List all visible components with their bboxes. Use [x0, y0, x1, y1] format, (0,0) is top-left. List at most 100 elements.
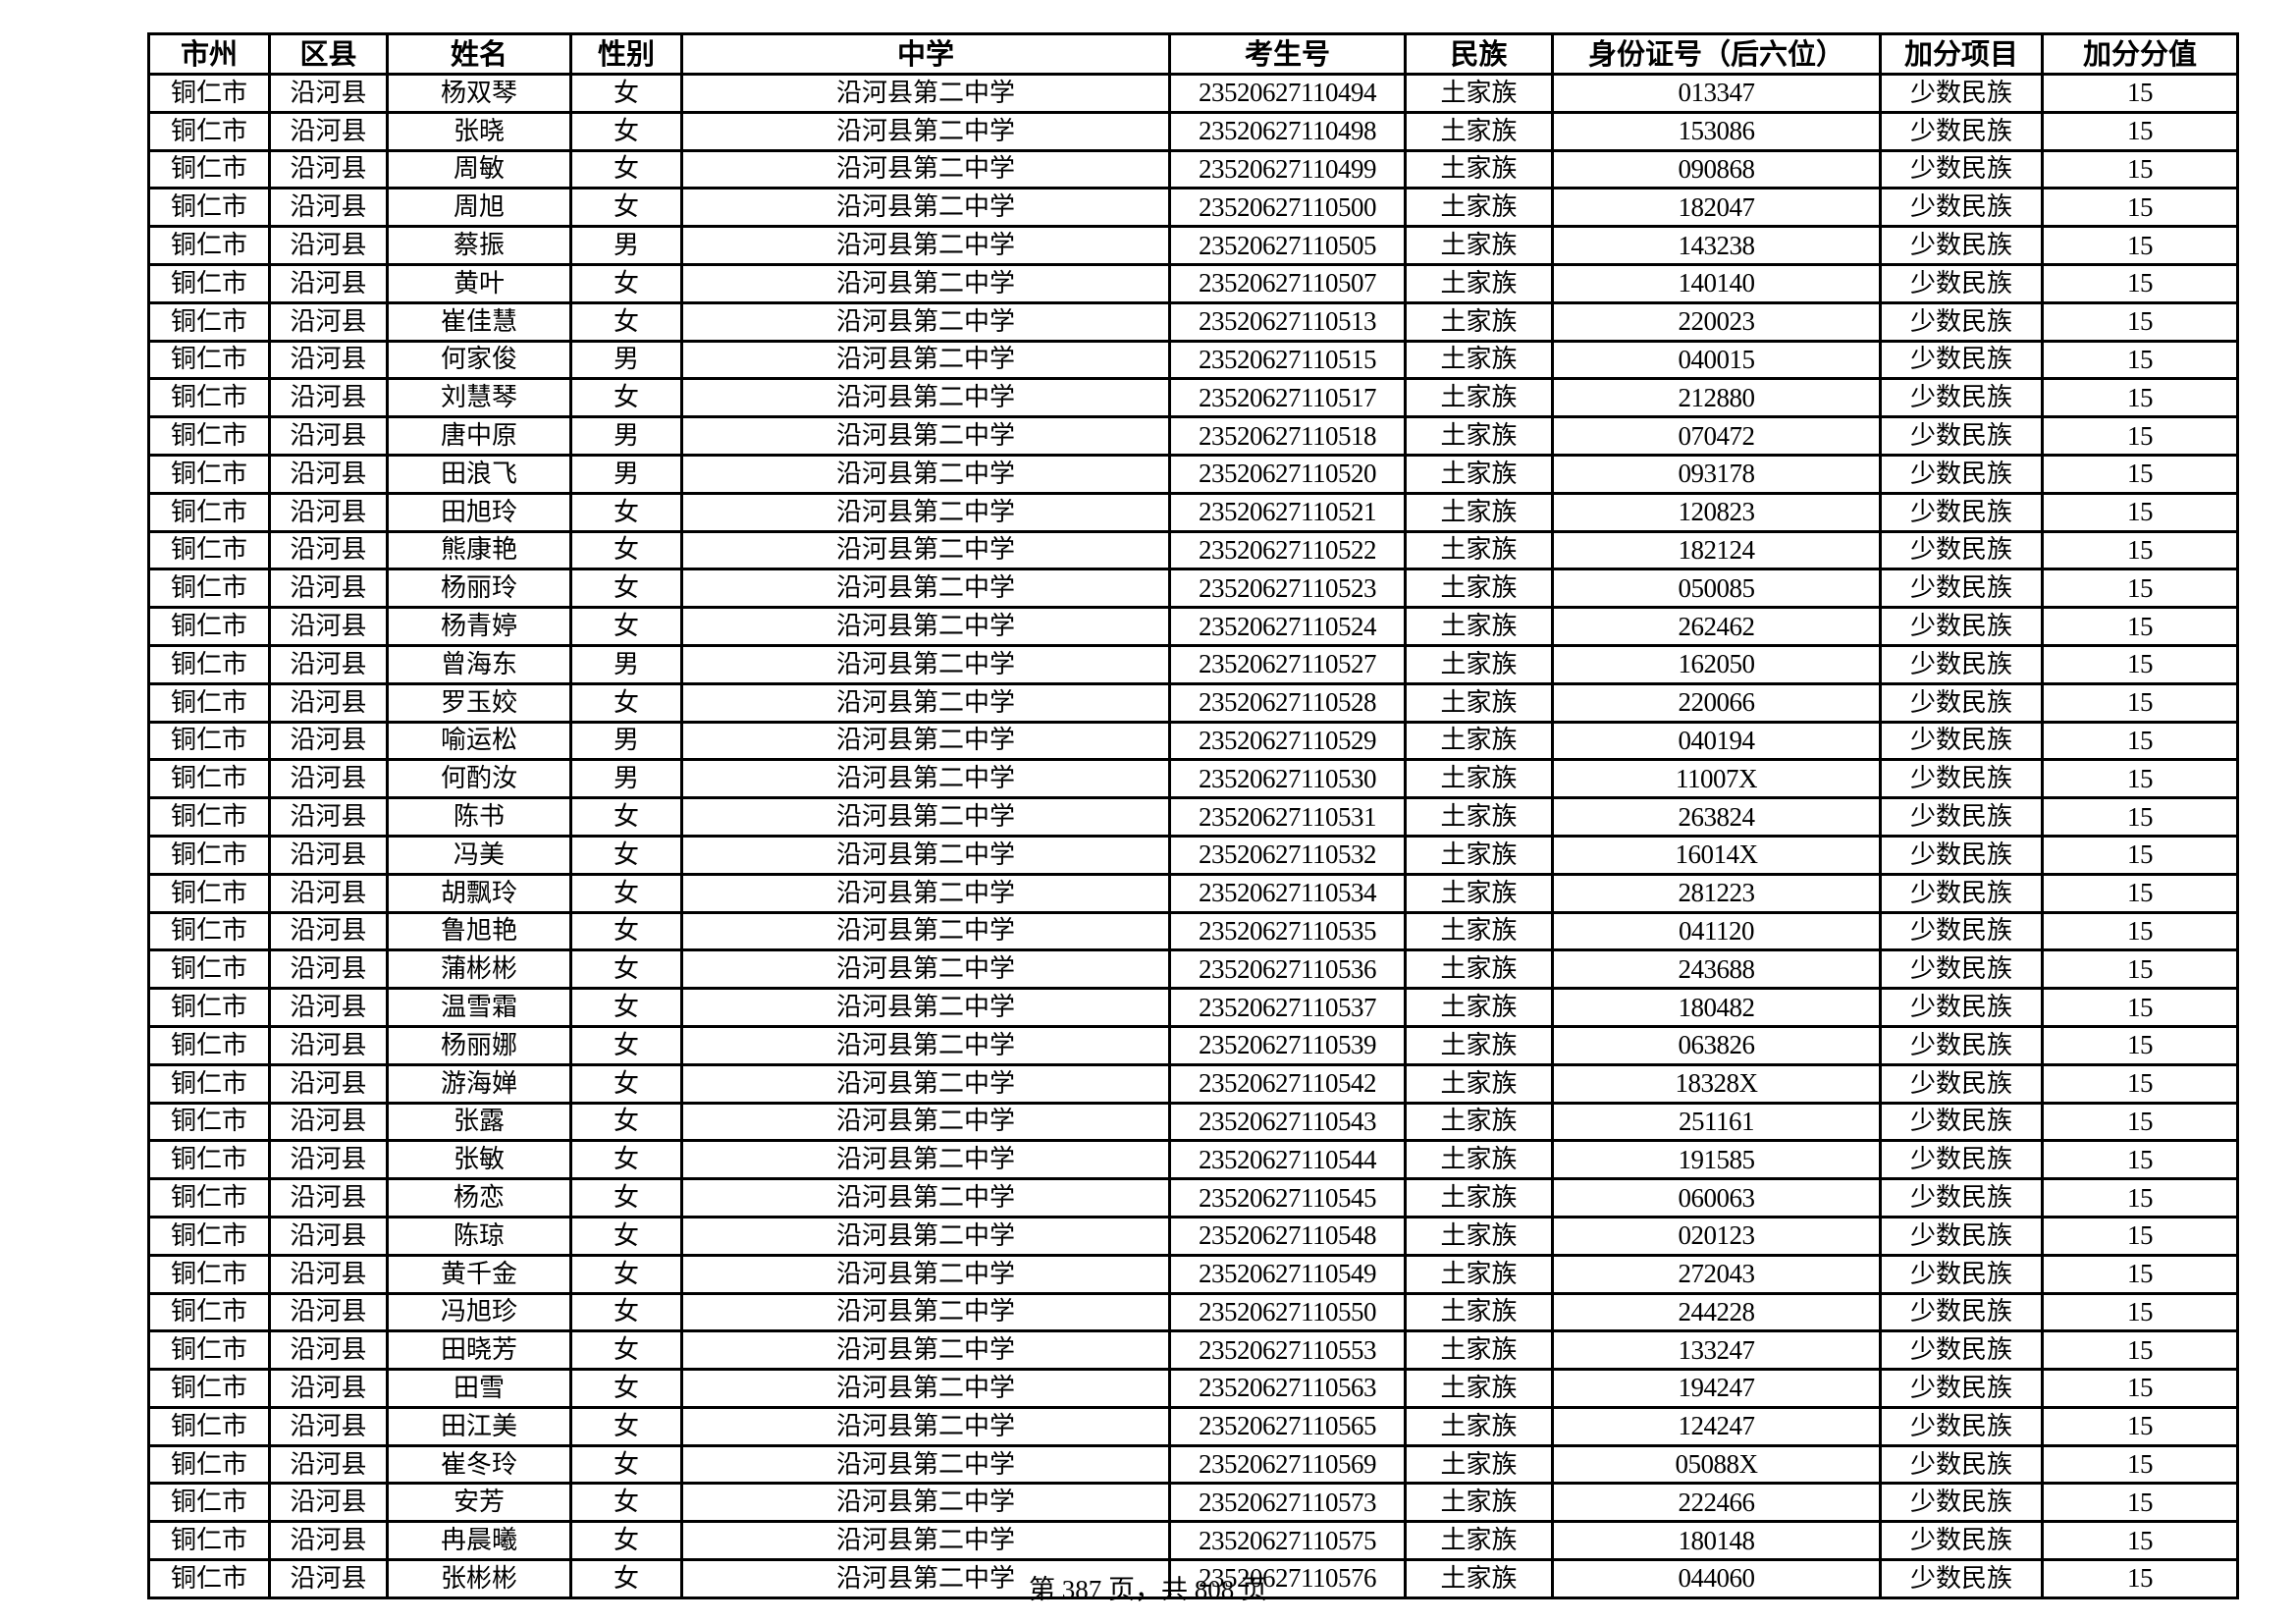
cell-county: 沿河县 — [268, 1368, 389, 1409]
cell-name: 杨双琴 — [386, 73, 572, 114]
table-row: 铜仁市 沿河县 陈琼女沿河县第二中学 23520627110548 土家族 020123 少… — [147, 1215, 2239, 1257]
cell-id-last-six: 060063 — [1551, 1177, 1882, 1218]
cell-gender: 男 — [569, 643, 683, 685]
cell-gender: 女 — [569, 1482, 683, 1524]
cell-bonus-value: 15 — [2041, 1443, 2239, 1486]
cell-city: 铜仁市 — [147, 148, 271, 190]
cell-county: 沿河县 — [268, 720, 389, 762]
cell-bonus-item: 少数民族 — [1879, 1177, 2044, 1218]
cell-bonus-value: 15 — [2041, 987, 2239, 1028]
cell-county: 沿河县 — [268, 262, 389, 304]
cell-ethnicity: 土家族 — [1404, 1443, 1554, 1486]
cell-bonus-value: 15 — [2041, 948, 2239, 991]
cell-bonus-item: 少数民族 — [1879, 1482, 2044, 1524]
cell-bonus-item: 少数民族 — [1879, 262, 2044, 304]
cell-id-last-six: 153086 — [1551, 110, 1882, 152]
cell-ethnicity: 土家族 — [1404, 1405, 1554, 1447]
cell-county: 沿河县 — [268, 948, 389, 991]
cell-school: 沿河县第二中学 — [680, 1558, 1171, 1599]
cell-county: 沿河县 — [268, 225, 389, 266]
cell-exam-number: 23520627110573 — [1168, 1482, 1407, 1524]
cell-id-last-six: 180482 — [1551, 987, 1882, 1028]
cell-bonus-value: 15 — [2041, 1101, 2239, 1143]
cell-exam-number: 23520627110542 — [1168, 1062, 1407, 1105]
cell-id-last-six: 041120 — [1551, 910, 1882, 952]
cell-name: 温雪霜 — [386, 987, 572, 1028]
cell-bonus-value: 15 — [2041, 377, 2239, 419]
cell-name: 崔佳慧 — [386, 300, 572, 343]
cell-name: 陈琼 — [386, 1215, 572, 1257]
table-row: 铜仁市 沿河县 黄千金女沿河县第二中学 23520627110549 土家族 272043… — [147, 1253, 2239, 1295]
cell-name: 蔡振 — [386, 225, 572, 266]
cell-bonus-item: 少数民族 — [1879, 568, 2044, 610]
cell-county: 沿河县 — [268, 796, 389, 838]
cell-county: 沿河县 — [268, 606, 389, 647]
cell-exam-number: 23520627110518 — [1168, 415, 1407, 457]
cell-bonus-value: 15 — [2041, 872, 2239, 914]
cell-city: 铜仁市 — [147, 529, 271, 571]
cell-county: 沿河县 — [268, 910, 389, 952]
cell-bonus-item: 少数民族 — [1879, 529, 2044, 571]
cell-county: 沿河县 — [268, 1329, 389, 1372]
cell-name: 张露 — [386, 1101, 572, 1143]
cell-exam-number: 23520627110530 — [1168, 758, 1407, 800]
table-row: 铜仁市 沿河县 田晓芳女沿河县第二中学 23520627110553 土家族 133247… — [147, 1329, 2239, 1372]
cell-gender: 男 — [569, 453, 683, 495]
cell-county: 沿河县 — [268, 1558, 389, 1599]
table-row: 铜仁市 沿河县 喻运松男沿河县第二中学 23520627110529 土家族 040194… — [147, 720, 2239, 762]
cell-bonus-value: 15 — [2041, 110, 2239, 152]
cell-exam-number: 23520627110517 — [1168, 377, 1407, 419]
cell-bonus-item: 少数民族 — [1879, 225, 2044, 266]
cell-county: 沿河县 — [268, 987, 389, 1028]
cell-gender: 女 — [569, 187, 683, 229]
cell-exam-number: 23520627110523 — [1168, 568, 1407, 610]
cell-bonus-value: 15 — [2041, 1291, 2239, 1333]
cell-ethnicity: 土家族 — [1404, 453, 1554, 495]
cell-ethnicity: 土家族 — [1404, 606, 1554, 647]
cell-bonus-item: 少数民族 — [1879, 796, 2044, 838]
cell-school: 沿河县第二中学 — [680, 1368, 1171, 1409]
table-row: 铜仁市 沿河县 张露女沿河县第二中学 23520627110543 土家族 251161 少… — [147, 1101, 2239, 1143]
cell-exam-number: 23520627110549 — [1168, 1253, 1407, 1295]
cell-gender: 女 — [569, 834, 683, 876]
cell-bonus-item: 少数民族 — [1879, 1368, 2044, 1409]
cell-city: 铜仁市 — [147, 643, 271, 685]
cell-name: 安芳 — [386, 1482, 572, 1524]
cell-bonus-value: 15 — [2041, 1482, 2239, 1524]
cell-bonus-item: 少数民族 — [1879, 758, 2044, 800]
cell-ethnicity: 土家族 — [1404, 681, 1554, 724]
cell-ethnicity: 土家族 — [1404, 1139, 1554, 1181]
cell-exam-number: 23520627110499 — [1168, 148, 1407, 190]
table-row: 铜仁市 沿河县 田雪女沿河县第二中学 23520627110563 土家族 194247 少… — [147, 1368, 2239, 1409]
cell-exam-number: 23520627110548 — [1168, 1215, 1407, 1257]
cell-exam-number: 23520627110505 — [1168, 225, 1407, 266]
cell-bonus-item: 少数民族 — [1879, 1024, 2044, 1066]
cell-bonus-item: 少数民族 — [1879, 491, 2044, 533]
cell-name: 蒲彬彬 — [386, 948, 572, 991]
cell-school: 沿河县第二中学 — [680, 529, 1171, 571]
table-row: 铜仁市 沿河县 冯旭珍女沿河县第二中学 23520627110550 土家族 244228… — [147, 1291, 2239, 1333]
cell-city: 铜仁市 — [147, 1443, 271, 1486]
table-row: 铜仁市 沿河县 张敏女沿河县第二中学 23520627110544 土家族 191585 少… — [147, 1139, 2239, 1181]
cell-bonus-item: 少数民族 — [1879, 1291, 2044, 1333]
cell-bonus-item: 少数民族 — [1879, 1139, 2044, 1181]
cell-id-last-six: 272043 — [1551, 1253, 1882, 1295]
table-row: 铜仁市 沿河县 周旭女沿河县第二中学 23520627110500 土家族 182047 少… — [147, 187, 2239, 229]
cell-id-last-six: 133247 — [1551, 1329, 1882, 1372]
cell-ethnicity: 土家族 — [1404, 1520, 1554, 1562]
table-row: 铜仁市 沿河县 蔡振男沿河县第二中学 23520627110505 土家族 143238 少… — [147, 225, 2239, 266]
cell-ethnicity: 土家族 — [1404, 377, 1554, 419]
table-row: 铜仁市 沿河县 杨双琴女沿河县第二中学 23520627110494 土家族 013347… — [147, 73, 2239, 114]
cell-county: 沿河县 — [268, 568, 389, 610]
cell-ethnicity: 土家族 — [1404, 987, 1554, 1028]
cell-name: 刘慧琴 — [386, 377, 572, 419]
cell-gender: 女 — [569, 1253, 683, 1295]
cell-county: 沿河县 — [268, 1024, 389, 1066]
column-header-gender: 性别 — [569, 32, 683, 76]
cell-gender: 女 — [569, 529, 683, 571]
cell-gender: 女 — [569, 300, 683, 343]
cell-county: 沿河县 — [268, 187, 389, 229]
cell-county: 沿河县 — [268, 339, 389, 381]
cell-bonus-item: 少数民族 — [1879, 834, 2044, 876]
cell-county: 沿河县 — [268, 1139, 389, 1181]
